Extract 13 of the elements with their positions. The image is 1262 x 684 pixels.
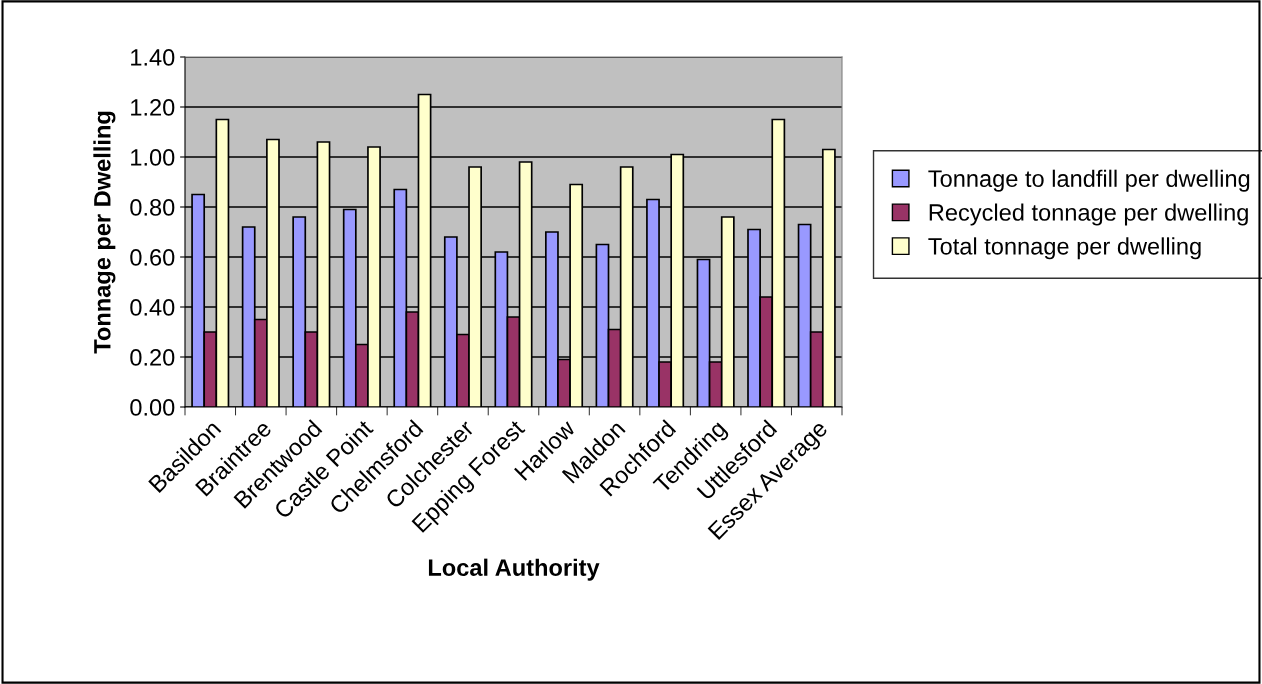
y-tick-label: 1.00: [131, 149, 175, 166]
y-tick-label: 0.80: [130, 199, 175, 216]
x-axis-title: Local Authority: [428, 558, 600, 581]
y-tick-label: 1.20: [131, 99, 175, 116]
y-tick-label: 0.00: [130, 399, 175, 416]
y-tick-label: 0.40: [130, 299, 175, 316]
y-tick-label: 0.60: [130, 249, 175, 266]
legend-label: Recycled tonnage per dwelling: [929, 203, 1248, 226]
legend-label: Tonnage to landfill per dwelling: [928, 169, 1250, 192]
legend-label: Total tonnage per dwelling: [928, 237, 1201, 260]
y-tick-label: 1.40: [131, 49, 175, 66]
y-axis-title: Tonnage per Dwelling: [93, 111, 116, 354]
y-tick-label: 0.20: [130, 349, 175, 366]
